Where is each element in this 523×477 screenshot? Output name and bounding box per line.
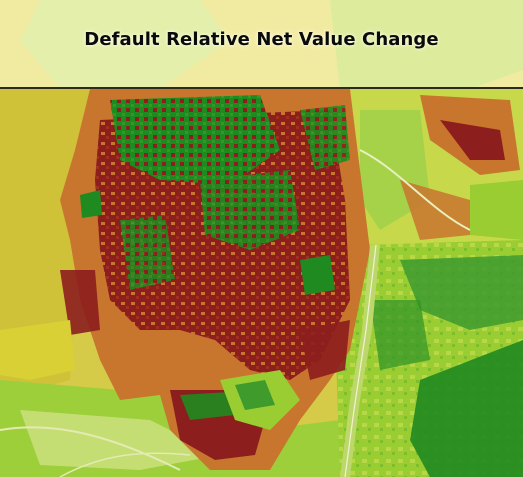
bottom-road-2 <box>59 452 191 477</box>
upper-right-green-patch <box>470 180 523 240</box>
strong-loss-west <box>60 270 100 335</box>
curved-road <box>359 149 471 231</box>
title-band-green-patch-left <box>20 0 230 89</box>
right-strong-gain <box>400 255 523 330</box>
forest-cluster-east <box>300 105 350 170</box>
upper-right-red-ridge <box>440 120 505 160</box>
bottom-road <box>0 426 181 471</box>
forest-cluster-center <box>200 170 300 250</box>
forest-cluster-south <box>180 392 235 420</box>
gain-belt-lower-dark <box>235 380 275 410</box>
map-title: Default Relative Net Value Change <box>84 29 439 50</box>
title-band-green-patch <box>330 0 523 89</box>
right-strong-gain-bottom <box>410 340 523 477</box>
highway-line <box>344 244 377 477</box>
right-strong-gain-mid <box>370 300 430 370</box>
forest-cluster-north <box>110 95 280 185</box>
forest-cluster-small <box>300 255 335 295</box>
bottom-gain-band-pale <box>20 410 220 470</box>
forest-cluster-tiny <box>80 190 102 218</box>
forest-cluster-west <box>120 215 175 290</box>
highway-corridor <box>340 245 380 477</box>
upper-right-orange-band <box>400 180 470 240</box>
left-yellow-channel <box>0 320 75 380</box>
title-band: Default Relative Net Value Change <box>0 0 523 89</box>
strong-loss-east <box>300 320 350 380</box>
